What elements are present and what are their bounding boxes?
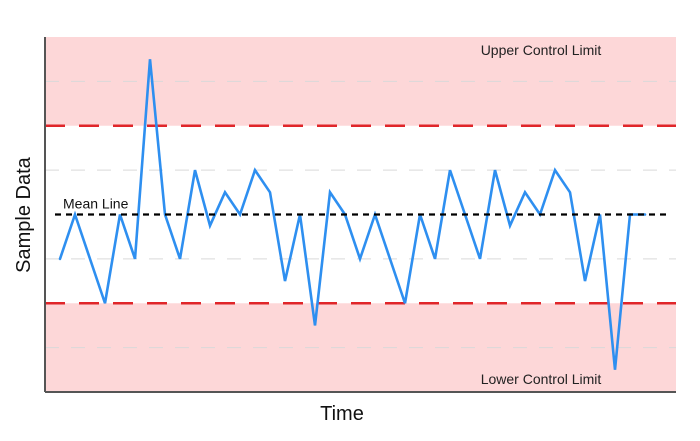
horizontal-gridlines	[45, 80, 676, 349]
x-axis-title: Time	[320, 403, 364, 425]
lower-control-limit-label: Lower Control Limit	[481, 371, 602, 387]
upper-control-limit-label: Upper Control Limit	[481, 42, 602, 58]
control-limit-lines	[45, 124, 676, 305]
y-axis-title: Sample Data	[13, 156, 35, 272]
sample-data-series-line	[58, 59, 647, 370]
control-zones	[45, 37, 676, 392]
mean-line-label: Mean Line	[63, 196, 129, 212]
chart-axes	[44, 37, 676, 393]
